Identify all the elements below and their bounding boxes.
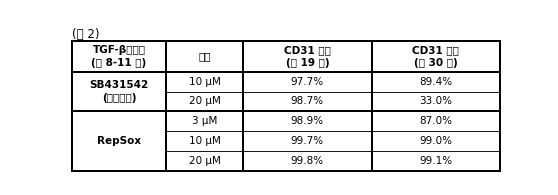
Text: CD31 阳性
(第 19 天): CD31 阳性 (第 19 天)	[284, 45, 331, 68]
Text: 99.0%: 99.0%	[419, 136, 453, 146]
Text: 20 μM: 20 μM	[189, 156, 220, 166]
Bar	[243, 131, 372, 151]
Text: CD31 阴性
(第 30 天): CD31 阴性 (第 30 天)	[412, 45, 459, 68]
Bar	[372, 151, 500, 171]
Bar	[243, 72, 372, 91]
Text: 98.7%: 98.7%	[291, 96, 324, 106]
Bar	[72, 111, 166, 171]
Text: 97.7%: 97.7%	[291, 77, 324, 87]
Bar	[372, 111, 500, 131]
Text: SB431542
(阴性对照): SB431542 (阴性对照)	[89, 80, 148, 103]
Text: RepSox: RepSox	[97, 136, 141, 146]
Bar	[72, 41, 166, 72]
Text: 33.0%: 33.0%	[419, 96, 453, 106]
Bar	[72, 41, 500, 171]
Text: TGF-β抑制剂
(第 8-11 天): TGF-β抑制剂 (第 8-11 天)	[92, 45, 147, 68]
Text: 89.4%: 89.4%	[419, 77, 453, 87]
Bar	[243, 91, 372, 111]
Text: 99.7%: 99.7%	[291, 136, 324, 146]
Bar	[372, 41, 500, 72]
Bar	[166, 72, 243, 91]
Bar	[166, 111, 243, 131]
Bar	[372, 72, 500, 91]
Text: 3 μM: 3 μM	[192, 116, 217, 126]
Text: (表 2): (表 2)	[72, 28, 99, 41]
Bar	[72, 72, 166, 111]
Bar	[166, 91, 243, 111]
Bar	[166, 151, 243, 171]
Bar	[166, 131, 243, 151]
Bar	[166, 41, 243, 72]
Text: 10 μM: 10 μM	[189, 136, 220, 146]
Bar	[372, 91, 500, 111]
Bar	[372, 131, 500, 151]
Text: 浓度: 浓度	[199, 52, 211, 62]
Bar	[243, 111, 372, 131]
Text: 99.1%: 99.1%	[419, 156, 453, 166]
Text: 98.9%: 98.9%	[291, 116, 324, 126]
Text: 20 μM: 20 μM	[189, 96, 220, 106]
Text: 99.8%: 99.8%	[291, 156, 324, 166]
Bar	[243, 41, 372, 72]
Text: 87.0%: 87.0%	[419, 116, 453, 126]
Text: 10 μM: 10 μM	[189, 77, 220, 87]
Bar	[243, 151, 372, 171]
